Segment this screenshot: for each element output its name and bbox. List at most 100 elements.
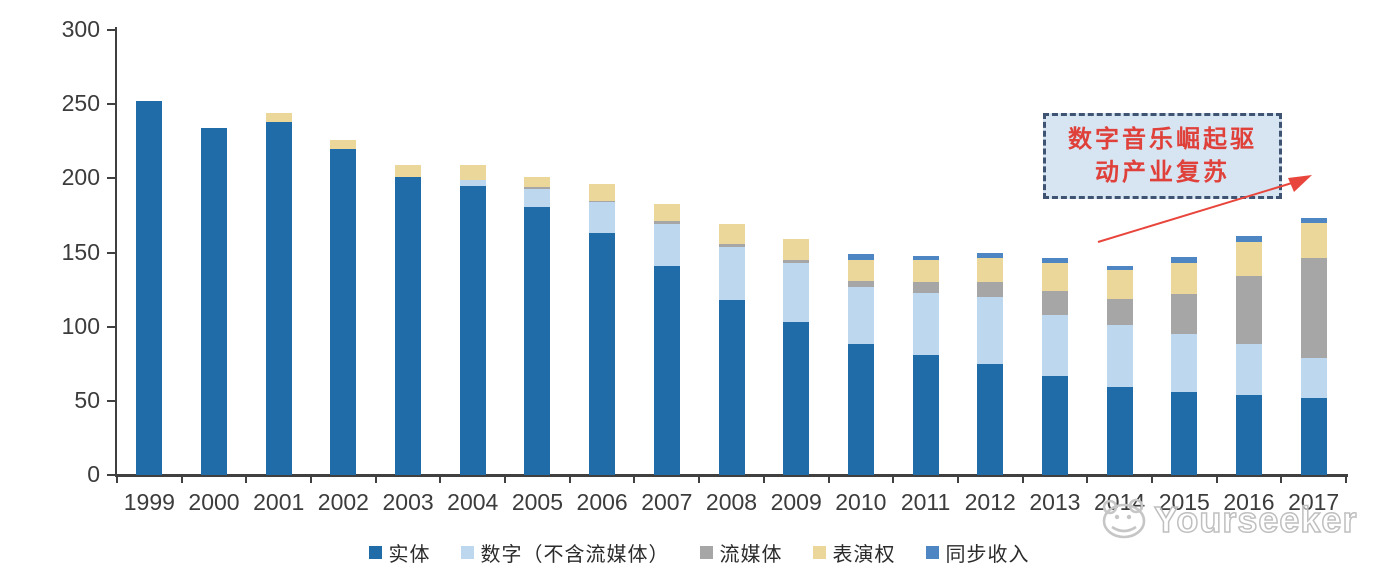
x-axis-tick: [698, 475, 701, 483]
legend: 实体 数字（不含流媒体） 流媒体 表演权 同步收入: [0, 538, 1398, 567]
x-axis-tick-label: 2007: [641, 489, 693, 515]
x-axis-tick-label: 2013: [1029, 489, 1081, 515]
x-axis-tick-label: 2009: [770, 489, 822, 515]
legend-item: 实体: [368, 538, 431, 567]
y-axis-tick: [107, 325, 115, 328]
x-axis-tick-label: 2000: [188, 489, 240, 515]
legend-label: 表演权: [832, 544, 896, 566]
bar-segment: [1300, 222, 1327, 259]
y-axis-tick-label: 250: [61, 90, 100, 117]
y-axis-tick: [107, 399, 115, 402]
bar-1999: [136, 101, 163, 475]
y-axis-tick-label: 150: [61, 238, 100, 265]
bar-segment: [265, 113, 292, 122]
x-axis-tick: [956, 475, 959, 483]
y-axis-tick: [107, 474, 115, 476]
bar-2004: [459, 165, 486, 475]
y-axis-tick-label: 300: [61, 16, 100, 42]
bar-segment: [1300, 357, 1327, 398]
bar-segment: [718, 243, 745, 247]
x-axis-tick-label: 2012: [964, 489, 1016, 515]
legend-swatch: [699, 546, 713, 559]
bar-segment: [912, 354, 939, 475]
bar-segment: [459, 185, 486, 475]
bar-segment: [1106, 325, 1133, 388]
annotation-text-line1: 数字音乐崛起驱: [1068, 126, 1257, 153]
x-axis-tick-label: 2003: [382, 489, 434, 515]
x-axis-tick-label: 2014: [1094, 489, 1146, 515]
bar-segment: [201, 127, 228, 475]
bar-2001: [265, 113, 292, 475]
x-axis-tick: [1021, 475, 1024, 483]
bar-segment: [847, 344, 874, 475]
bar-segment: [589, 233, 616, 475]
y-axis-tick-label: 200: [61, 164, 100, 191]
bar-segment: [1041, 314, 1068, 376]
bar-segment: [783, 262, 810, 323]
x-axis-tick: [568, 475, 571, 483]
annotation-arrow-icon: [1097, 175, 1312, 243]
bar-2013: [1041, 258, 1068, 475]
y-axis-line: [115, 27, 117, 477]
legend-swatch: [460, 546, 474, 559]
bar-segment: [977, 252, 1004, 259]
x-axis-tick-label: 2016: [1223, 489, 1275, 515]
bar-segment: [783, 259, 810, 263]
bar-2009: [783, 239, 810, 475]
x-axis-tick: [633, 475, 636, 483]
bar-segment: [1171, 256, 1198, 263]
legend-label: 数字（不含流媒体）: [480, 544, 670, 566]
bar-segment: [847, 280, 874, 287]
legend-item: 流媒体: [699, 538, 783, 567]
legend-swatch: [925, 546, 939, 559]
bar-2017: [1300, 218, 1327, 475]
bar-segment: [1171, 262, 1198, 295]
x-axis-tick-label: 2006: [576, 489, 628, 515]
bar-2003: [395, 165, 422, 475]
bar-2012: [977, 252, 1004, 475]
x-axis-tick: [1086, 475, 1089, 483]
x-axis-tick-label: 2002: [317, 489, 369, 515]
bar-2016: [1235, 236, 1262, 475]
bar-2008: [718, 224, 745, 475]
bar-2011: [912, 255, 939, 475]
bar-segment: [653, 203, 680, 222]
x-axis-tick: [1215, 475, 1218, 483]
y-axis-tick: [107, 251, 115, 254]
bar-segment: [977, 297, 1004, 364]
legend-item: 同步收入: [925, 538, 1030, 567]
legend-label: 实体: [388, 544, 431, 566]
bar-segment: [718, 224, 745, 244]
bar-segment: [847, 286, 874, 345]
x-axis-tick: [1345, 475, 1347, 483]
bar-segment: [1235, 394, 1262, 475]
bar-segment: [589, 200, 616, 203]
x-axis-tick: [827, 475, 830, 483]
x-axis-tick-label: 2008: [705, 489, 758, 515]
bar-segment: [589, 202, 616, 234]
bar-segment: [1041, 291, 1068, 315]
y-axis-tick: [107, 29, 115, 31]
x-axis-tick: [892, 475, 895, 483]
x-axis-tick: [439, 475, 442, 483]
bar-segment: [395, 165, 422, 177]
bar-segment: [1235, 242, 1262, 277]
legend-item: 表演权: [812, 538, 896, 567]
x-axis-tick: [504, 475, 507, 483]
bar-segment: [847, 254, 874, 260]
bar-segment: [1171, 294, 1198, 335]
x-axis-tick: [1280, 475, 1283, 483]
bar-2006: [589, 184, 616, 475]
bar-segment: [1171, 334, 1198, 392]
bar-segment: [977, 282, 1004, 297]
x-axis-tick-label: 2001: [253, 489, 305, 515]
x-axis-tick: [116, 475, 118, 483]
annotation-text-line2: 动产业复苏: [1095, 159, 1230, 186]
bar-segment: [330, 148, 357, 475]
bar-segment: [265, 121, 292, 475]
bar-2014: [1106, 265, 1133, 475]
bar-2000: [201, 127, 228, 475]
y-axis-tick-label: 50: [74, 386, 100, 413]
bar-segment: [718, 299, 745, 475]
